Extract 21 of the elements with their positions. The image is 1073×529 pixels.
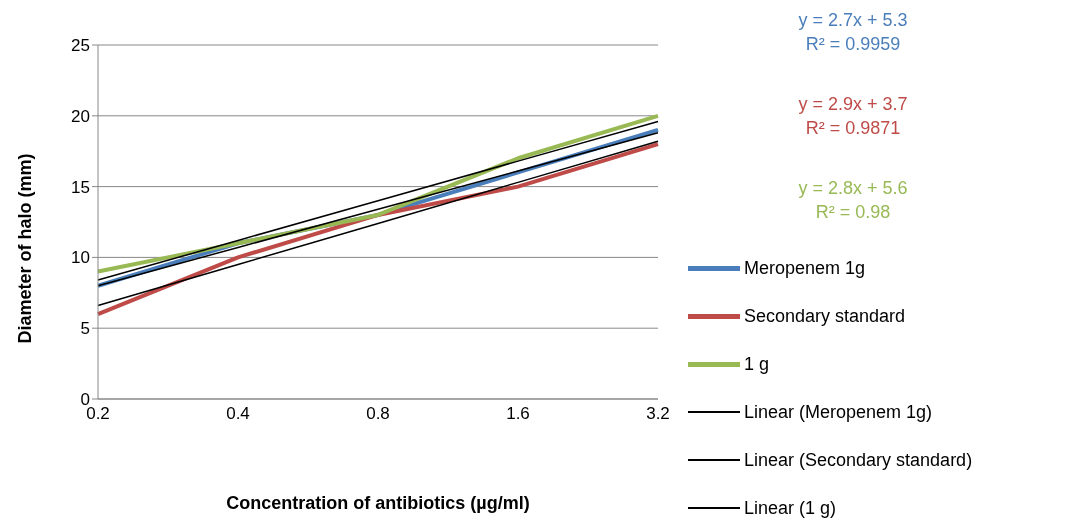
legend-label: Secondary standard <box>744 305 906 327</box>
x-tick-label: 3.2 <box>646 404 670 424</box>
y-tick-label: 15 <box>71 177 90 197</box>
legend-label: Meropenem 1g <box>744 257 866 279</box>
legend-label: Linear (Secondary standard) <box>744 449 973 471</box>
y-tick-label: 25 <box>71 36 90 56</box>
legend-label: Linear (Meropenem 1g) <box>744 401 933 423</box>
text: y = 2.7x + 5.3 R² = 0.9959 <box>798 9 908 56</box>
legend-label: Linear (1 g) <box>744 497 837 519</box>
y-tick-label: 10 <box>71 248 90 268</box>
text: y = 2.9x + 3.7 R² = 0.9871 <box>798 93 908 140</box>
y-axis-title: Diameter of halo (mm) <box>14 152 36 344</box>
x-tick-label: 0.2 <box>86 404 110 424</box>
text: y = 2.8x + 5.6 R² = 0.98 <box>798 178 908 222</box>
y-tick-label: 20 <box>71 106 90 126</box>
y-tick-label: 5 <box>80 319 90 339</box>
x-tick-label: 0.4 <box>226 404 250 424</box>
x-tick-label: 1.6 <box>506 404 530 424</box>
legend-label: 1 g <box>744 353 770 375</box>
x-axis-title: Concentration of antibiotics (µg/ml) <box>225 493 531 514</box>
x-tick-label: 0.8 <box>366 404 390 424</box>
